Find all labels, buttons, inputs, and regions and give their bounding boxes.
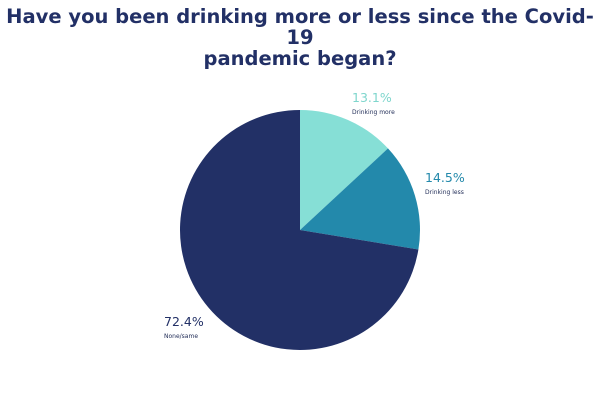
pie-slice-drinking-less (300, 148, 420, 250)
slice-category-label-none-same: None/same (164, 333, 198, 340)
slice-category-label-drinking-less: Drinking less (425, 189, 464, 196)
slice-value-label-drinking-less: 14.5% (425, 170, 465, 185)
slice-value-label-none-same: 72.4% (164, 314, 204, 329)
pie-slices (179, 110, 420, 351)
pie-labels: 13.1% Drinking more 14.5% Drinking less … (164, 90, 465, 340)
slice-category-label-drinking-more: Drinking more (352, 109, 395, 116)
slice-value-label-drinking-more: 13.1% (352, 90, 392, 105)
chart-title: Have you been drinking more or less sinc… (6, 5, 594, 70)
pie-slice-none-same (179, 110, 419, 351)
pie-slice-drinking-more (300, 110, 388, 230)
